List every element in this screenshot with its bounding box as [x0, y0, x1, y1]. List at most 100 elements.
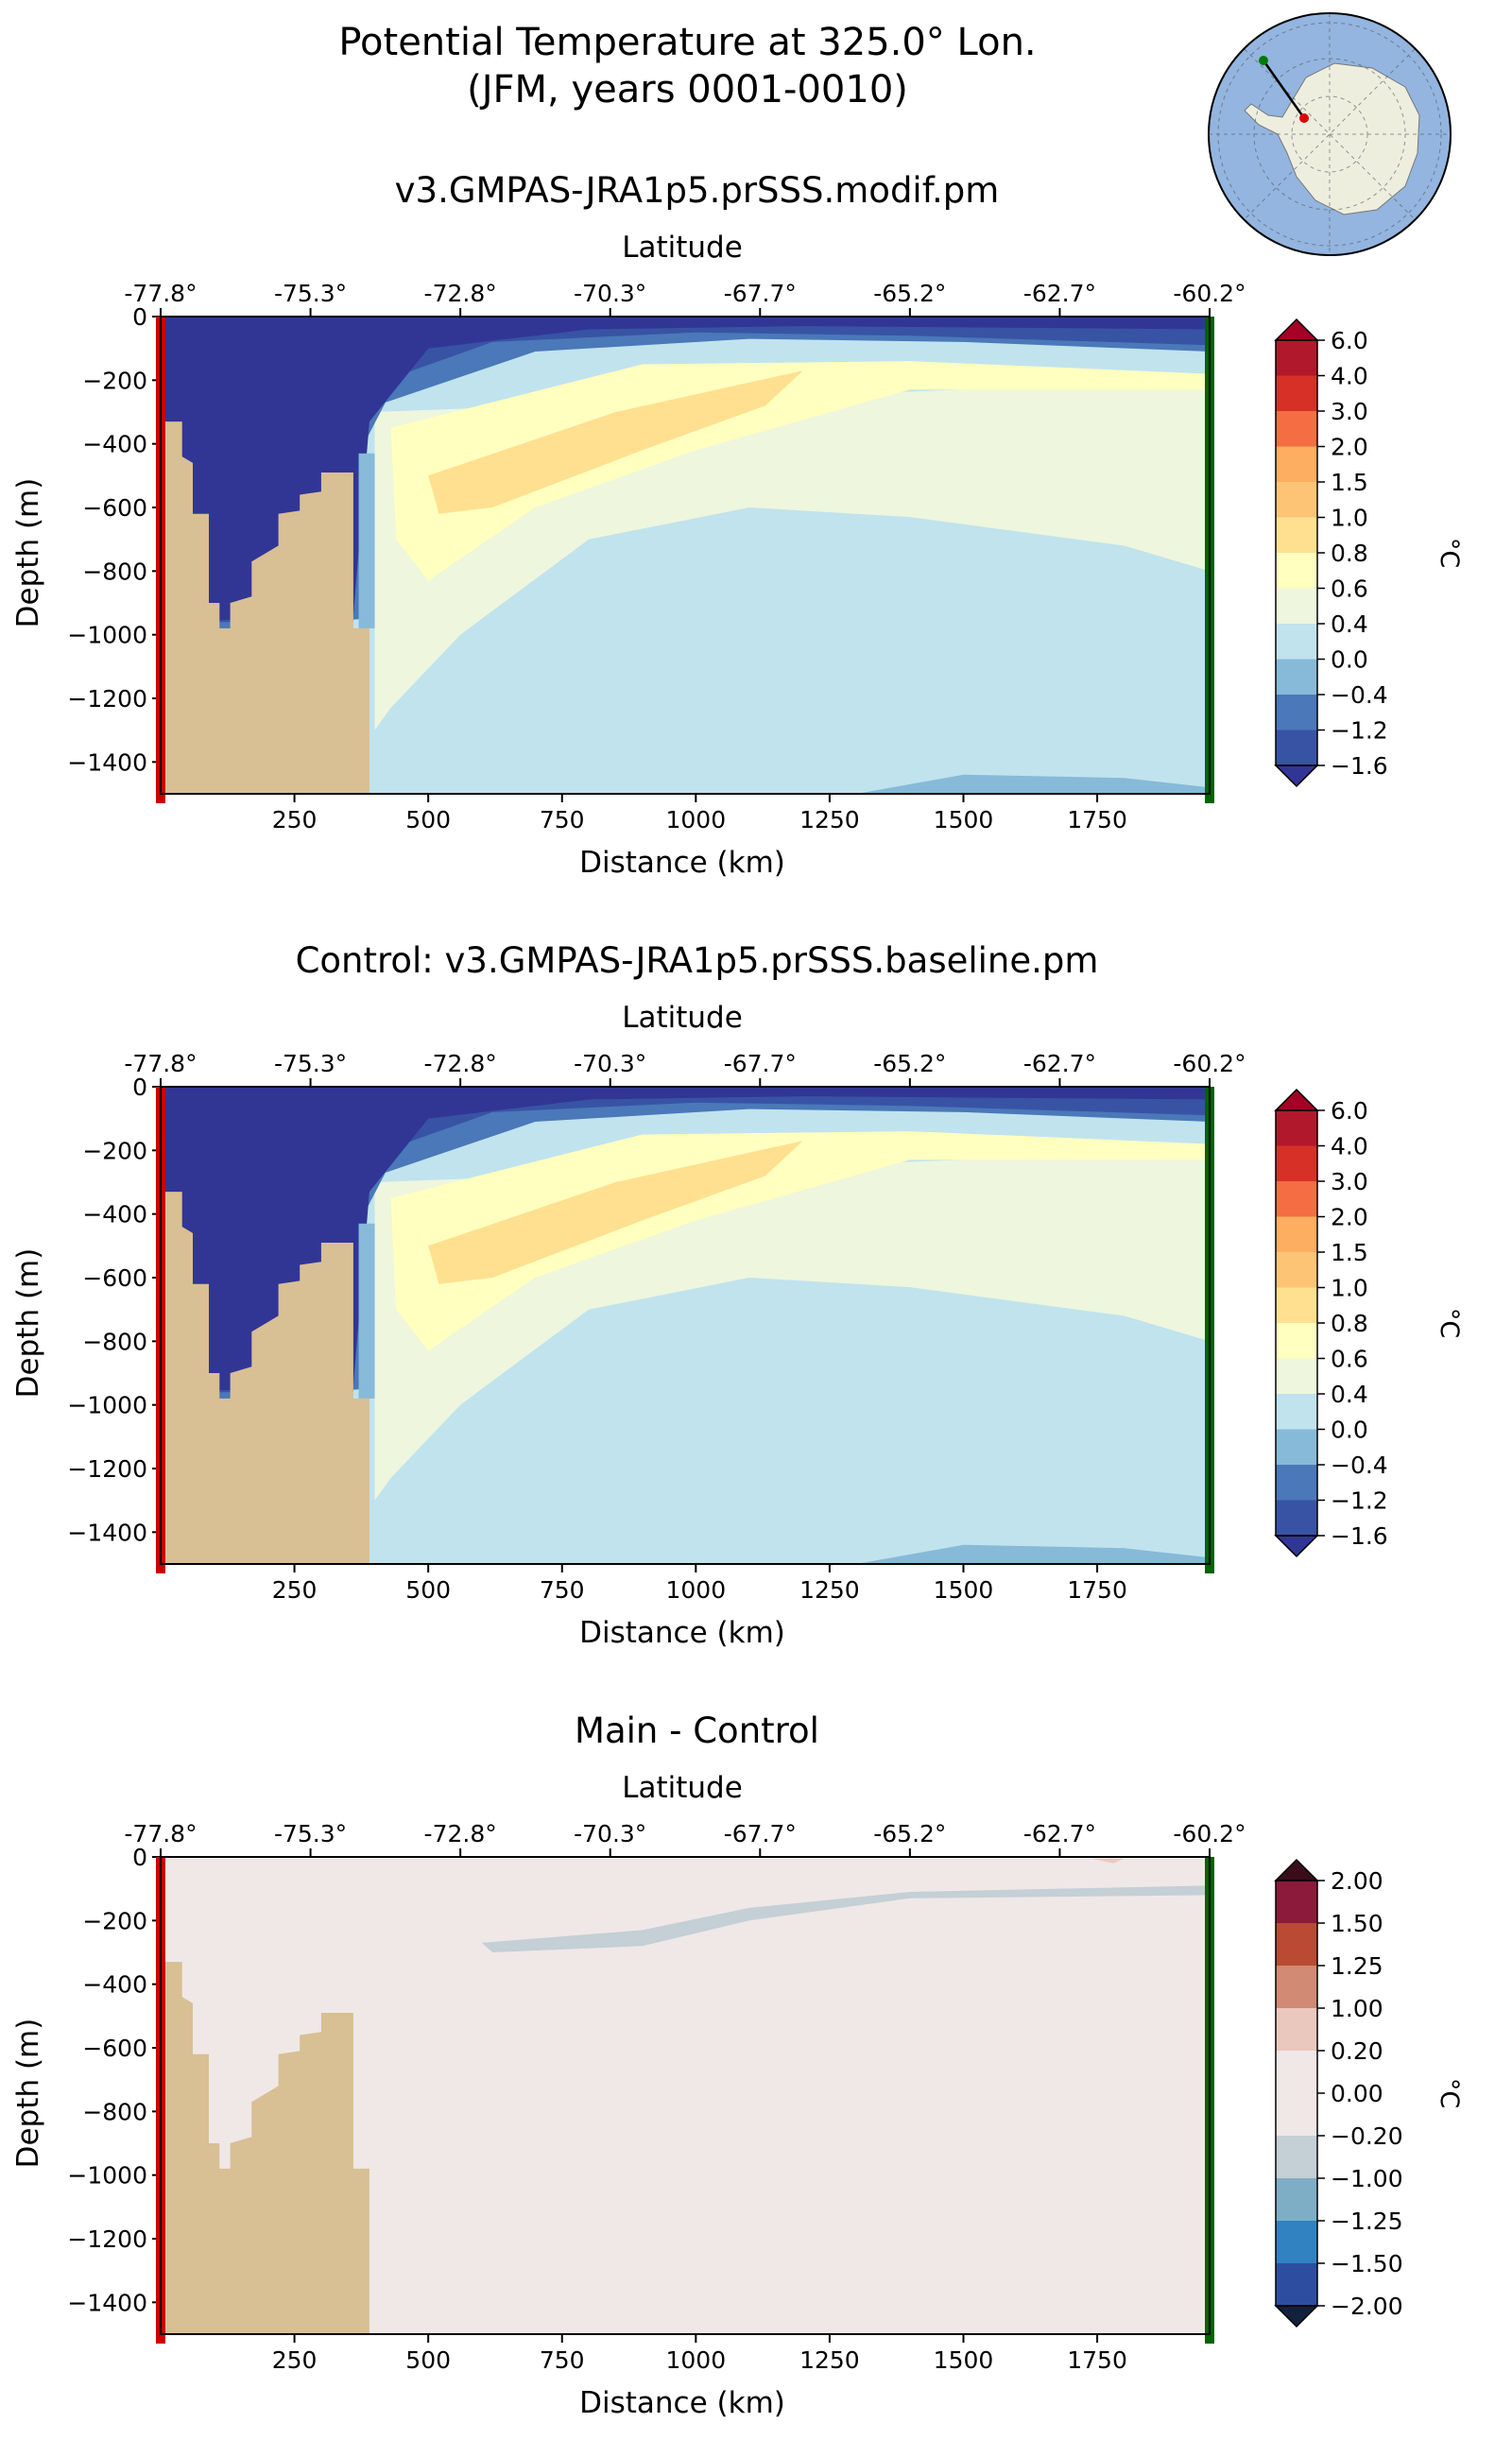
colorbar-segment [1276, 1465, 1317, 1501]
lat-tick-label: -67.7° [724, 280, 797, 307]
lat-tick-label: -77.8° [124, 1050, 197, 1077]
contour-0.8-1.0 [428, 370, 803, 514]
start-point-marker [1299, 113, 1309, 123]
colorbar-under-arrow [1274, 2305, 1319, 2328]
colorbar-segment [1276, 446, 1317, 483]
colorbar-tick-label: 0.0 [1331, 646, 1368, 674]
x-tick-label: 1250 [799, 1576, 860, 1604]
x-tick-label: 500 [405, 1576, 451, 1604]
x-tick-label: 750 [540, 1576, 585, 1604]
colorbar-segment [1276, 340, 1317, 376]
contour-0.6-0.8 [390, 361, 1210, 581]
colorbar-segment [1276, 1500, 1317, 1537]
x-axis-label: Distance (km) [579, 846, 785, 880]
x-tick-label: 250 [272, 1576, 318, 1604]
x-tick-label: 1000 [666, 806, 727, 833]
colorbar-segment [1276, 588, 1317, 625]
y-tick-label: −800 [82, 558, 147, 585]
colorbar-segment [1276, 1923, 1317, 1967]
colorbar-tick-label: −1.00 [1331, 2165, 1403, 2192]
colorbar-segment [1276, 659, 1317, 696]
contour-0.8-1.0 [428, 1141, 803, 1284]
lat-tick-label: -60.2° [1173, 280, 1246, 307]
lat-tick-label: -77.8° [124, 280, 197, 307]
colorbar-tick-label: 1.25 [1331, 1952, 1383, 1980]
panel1-title: v3.GMPAS-JRA1p5.prSSS.modif.pm [394, 170, 1000, 211]
contour-deep-0.0 [856, 1544, 1210, 1564]
colorbar-under-arrow [1274, 765, 1319, 788]
land-mask [161, 1192, 369, 1564]
y-tick-label: −1000 [67, 2162, 147, 2190]
colorbar-segment [1276, 1429, 1317, 1466]
x-tick-label: 500 [405, 2346, 451, 2374]
x-tick-label: 1500 [934, 806, 994, 833]
contour-0.6-0.8 [390, 1131, 1210, 1351]
difference-negative-patch [481, 1885, 1210, 1952]
x-tick-label: 1750 [1067, 2346, 1127, 2374]
difference-section-chart: Latitude Distance (km) Depth (m) 250 500 7… [11, 1771, 1464, 2420]
y-tick-label: −200 [82, 1137, 147, 1164]
colorbar-tick-label: 2.0 [1331, 1204, 1368, 1231]
colorbar-tick-label: 3.0 [1331, 1168, 1368, 1195]
lat-tick-label: -75.3° [274, 1050, 347, 1077]
colorbar-tick-label: 0.0 [1331, 1417, 1368, 1444]
colorbar-label: °C [1435, 1308, 1464, 1338]
lat-tick-label: -70.3° [574, 280, 646, 307]
y-tick-label: −400 [82, 1201, 147, 1228]
colorbar-tick-label: 2.00 [1331, 1867, 1383, 1895]
y-tick-label: 0 [132, 303, 147, 331]
x-tick-label: 750 [540, 2346, 585, 2374]
figure-subtitle: (JFM, years 0001-0010) [467, 68, 908, 112]
shelf-front-layer [358, 453, 375, 628]
colorbar-segment [1276, 730, 1317, 766]
x-tick-label: 1500 [934, 1576, 994, 1604]
colorbar-tick-label: 1.5 [1331, 1239, 1368, 1266]
difference-positive-patch [1091, 1858, 1125, 1864]
y-axis-label: Depth (m) [11, 2019, 45, 2169]
colorbar-segment [1276, 1358, 1317, 1395]
colorbar-tick-label: −1.6 [1331, 1522, 1388, 1550]
colorbar-segment [1276, 1966, 1317, 2009]
y-axis-label: Depth (m) [11, 478, 45, 628]
y-tick-label: −400 [82, 1971, 147, 1999]
colorbar-segment [1276, 1323, 1317, 1359]
lat-tick-label: -62.7° [1023, 1820, 1096, 1847]
y-tick-label: −200 [82, 1907, 147, 1934]
colorbar-segment [1276, 2136, 1317, 2179]
colorbar-segment [1276, 553, 1317, 589]
lat-tick-label: -70.3° [574, 1050, 646, 1077]
colorbar-segment [1276, 1216, 1317, 1253]
colorbar-segment [1276, 1252, 1317, 1288]
lat-tick-label: -65.2° [873, 1820, 946, 1847]
panel3-title: Main - Control [575, 1710, 819, 1751]
land-mask [161, 421, 369, 794]
y-tick-label: −600 [82, 2035, 147, 2062]
colorbar-segment [1276, 517, 1317, 554]
colorbar-segment [1276, 2051, 1317, 2094]
colorbar-segment [1276, 411, 1317, 447]
colorbar-tick-label: −2.00 [1331, 2293, 1403, 2320]
colorbar-segment [1276, 1287, 1317, 1324]
y-tick-label: −400 [82, 431, 147, 458]
land-mask [161, 1962, 369, 2334]
colorbar-tick-label: 0.8 [1331, 1310, 1368, 1337]
modified-run-section-chart: Latitude Distance (km) Depth (m) 250 500 7… [11, 231, 1464, 880]
colorbar-over-arrow [1274, 318, 1319, 341]
y-tick-label: 0 [132, 1074, 147, 1101]
y-tick-label: −1200 [67, 1455, 147, 1483]
colorbar-over-arrow [1274, 1088, 1319, 1111]
x-tick-label: 1500 [934, 2346, 994, 2374]
y-tick-label: −1200 [67, 2225, 147, 2253]
lat-tick-label: -75.3° [274, 1820, 347, 1847]
lat-tick-label: -65.2° [873, 1050, 946, 1077]
colorbar-segment [1276, 2093, 1317, 2137]
colorbar-tick-label: −1.25 [1331, 2208, 1403, 2235]
x-tick-label: 250 [272, 2346, 318, 2374]
y-tick-label: −1000 [67, 1392, 147, 1419]
colorbar-tick-label: −1.6 [1331, 752, 1388, 780]
colorbar-tick-label: −1.2 [1331, 1487, 1388, 1515]
x-tick-label: 1250 [799, 806, 860, 833]
colorbar-segment [1276, 1145, 1317, 1182]
colorbar-label: °C [1435, 2078, 1464, 2108]
colorbar-segment [1276, 2221, 1317, 2264]
